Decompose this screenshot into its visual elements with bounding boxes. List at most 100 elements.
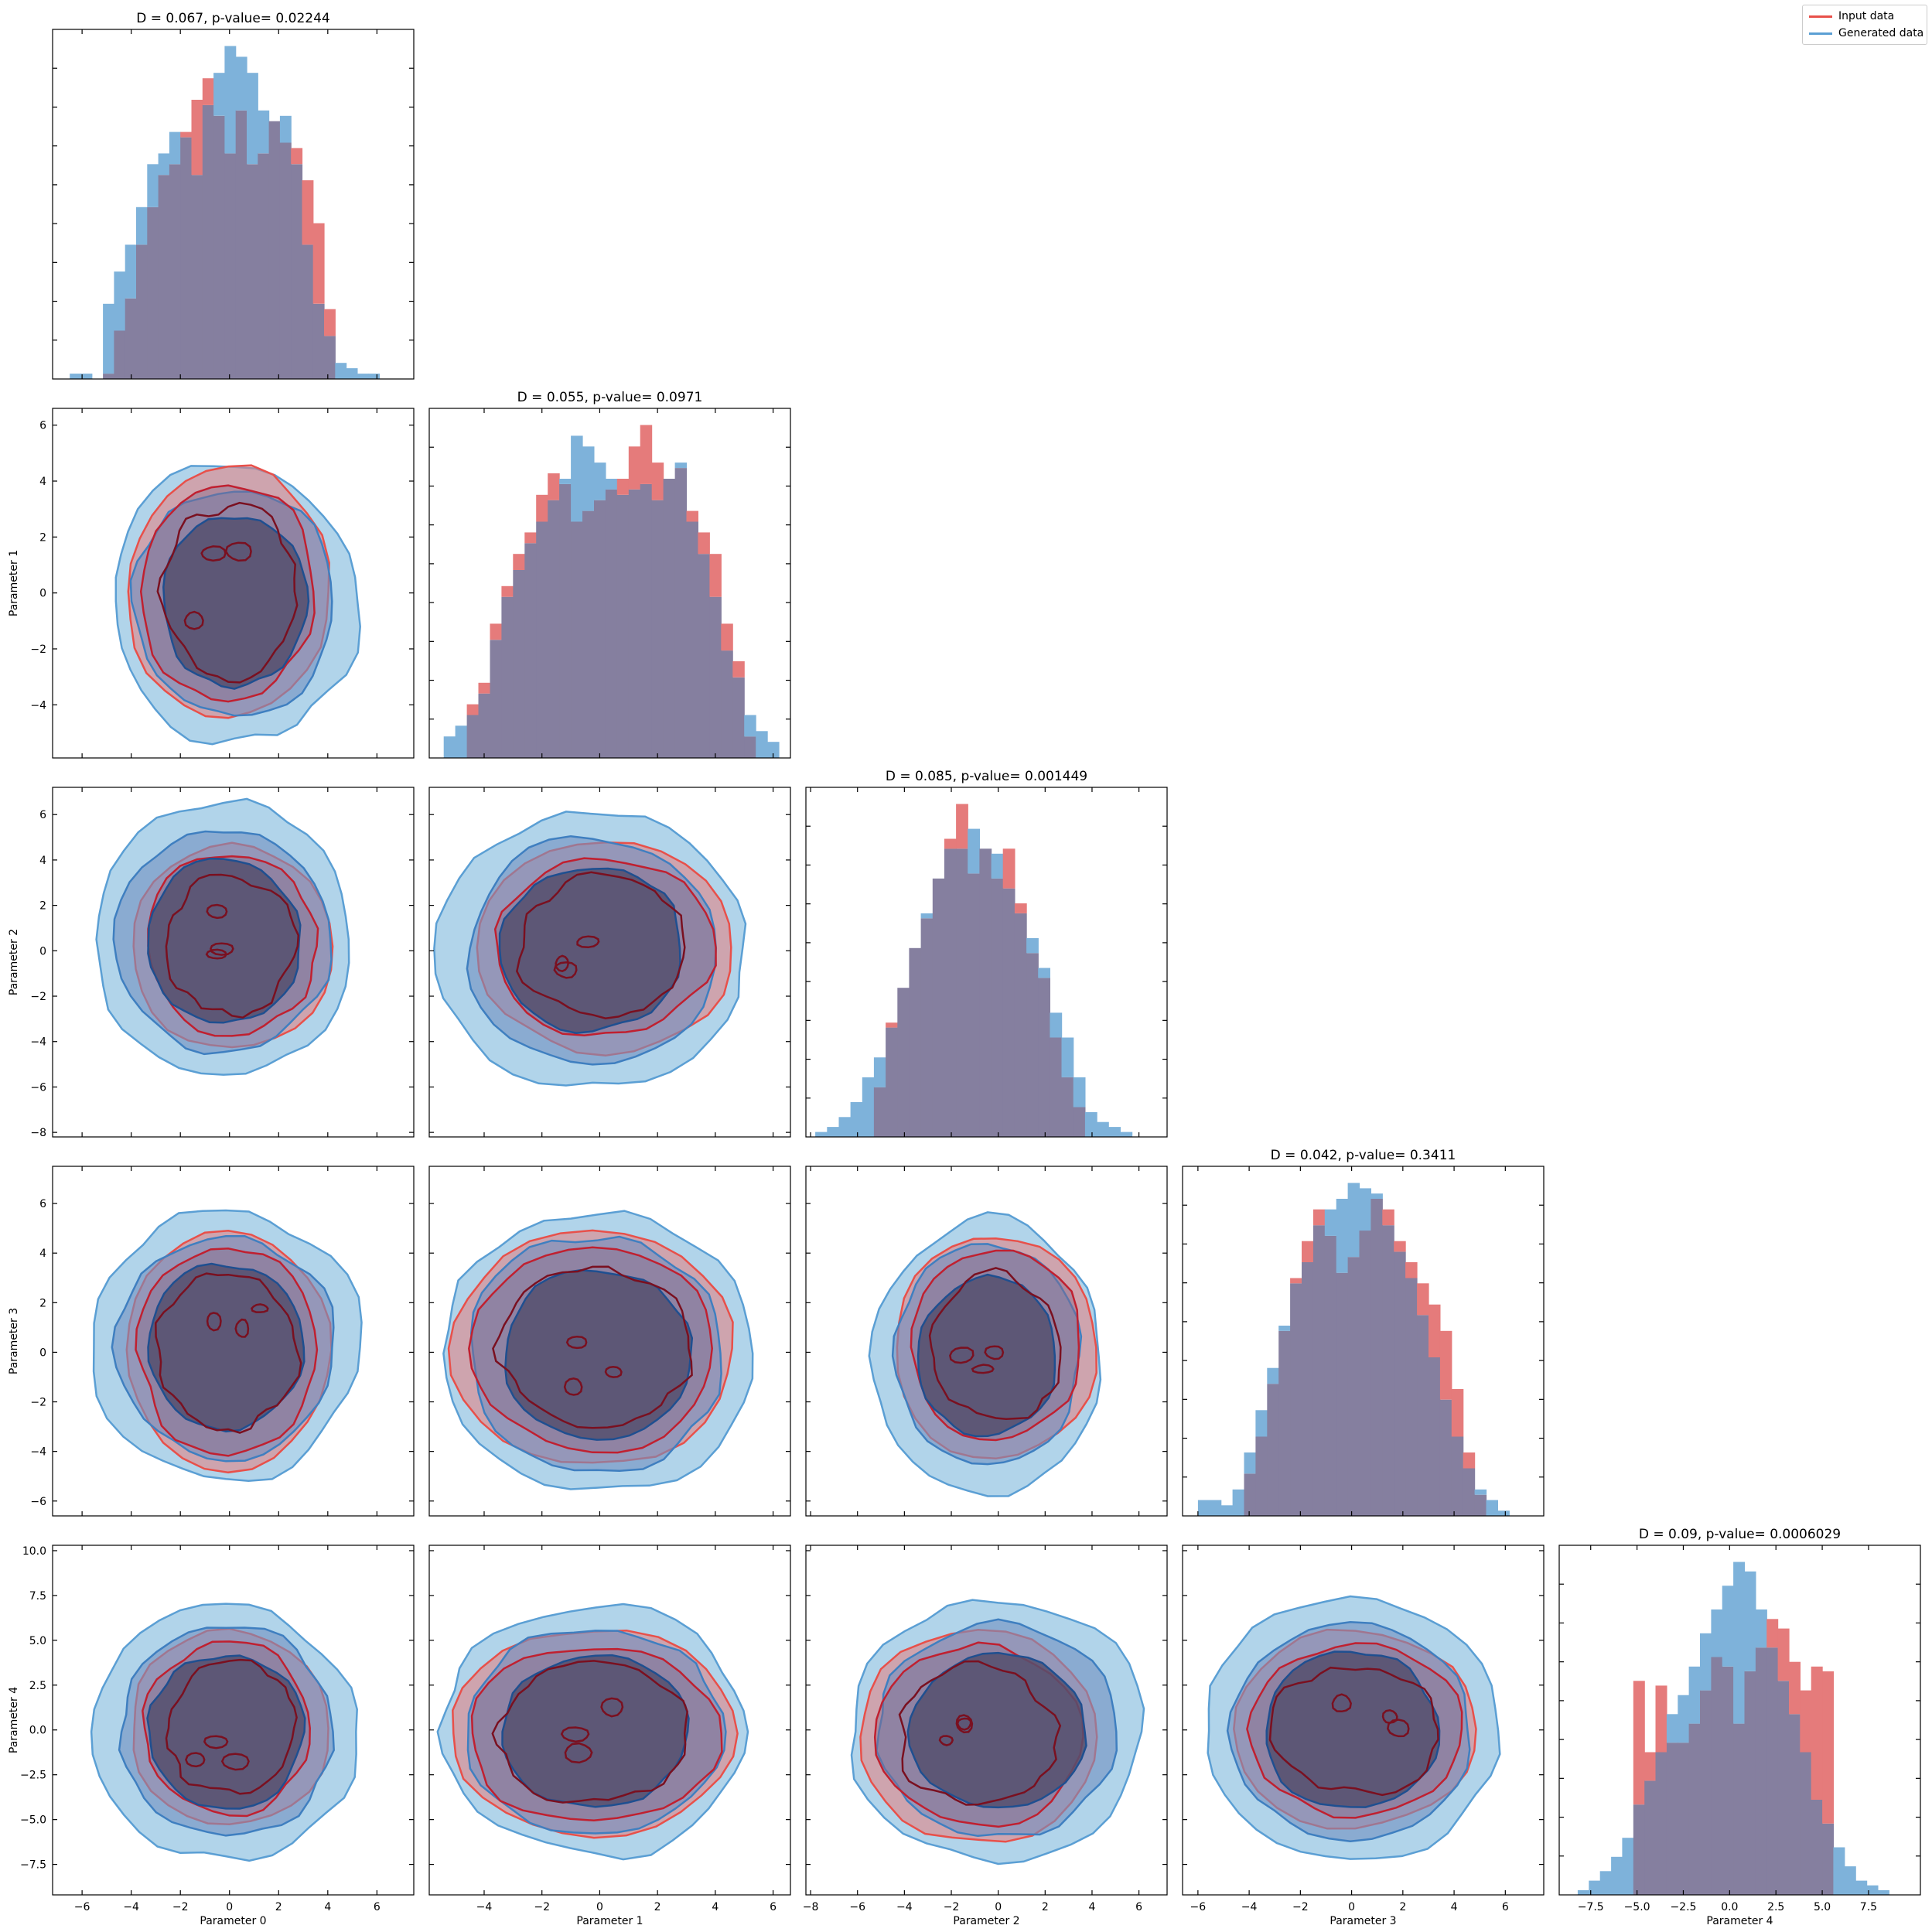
pair-panel-1-2 [428,787,791,1138]
contour-input-island [200,545,227,562]
hist-bar-input [478,682,490,694]
hist-bar-overlap [1644,1780,1657,1895]
pair-panel-0-4: −7.5 −5.0 −2.5 0.0 2.5 5.0 7.5 10.0 Parameter 4 −… [8,1545,415,1927]
x-tick-label: 0.0 [1721,1901,1738,1913]
hist-bar-overlap [213,115,225,379]
hist-bar-overlap [1255,1436,1268,1516]
hist-bar-input [1800,1690,1812,1753]
hist-bar-overlap [490,640,502,758]
hist-bar-overlap [744,736,756,758]
hist-bar-generated [850,1102,863,1137]
hist-bar-generated [147,164,159,207]
hist-bar-generated [158,153,170,176]
hist-bar-generated [862,1077,875,1137]
hist-bar-input [1451,1389,1464,1437]
hist-bar-overlap [169,164,181,379]
pair-panel-1-4: −4 −2 0 2 4 6 Parameter 1 [428,1545,791,1927]
x-tick-label: 4 [712,1901,719,1913]
hist-bar-input [191,100,203,176]
x-tick-label: −6 [849,1901,865,1913]
x-tick-label: 0 [1348,1901,1355,1913]
contour-generated-inner [504,1269,694,1441]
legend: Input data Generated data [1802,5,1927,45]
x-tick-label: −4 [1241,1901,1258,1913]
hist-bar-generated [247,73,258,165]
hist-bar-overlap [279,142,292,379]
hist-bar-overlap [944,848,957,1137]
hist-bar-overlap [698,554,710,758]
hist-bar-input [1405,1262,1418,1278]
pair-panel-0-1: −4 −2 0 2 4 6 Parameter 1 [8,408,415,759]
hist-bar-overlap [1711,1657,1723,1895]
pair-panel-2-4: −8 −6 −4 −2 0 2 4 6 Parameter 2 [803,1545,1168,1927]
hist-bar-generated [1666,1714,1678,1743]
contour-input-island [560,1726,590,1743]
contour-input-island [949,1347,975,1364]
axes-frame [428,1166,791,1517]
x-tick-label: −8 [803,1901,819,1913]
contour-input-island [576,935,600,949]
hist-bar-overlap [1370,1199,1383,1516]
y-axis-label: Parameter 2 [8,929,20,995]
contour-input-island [971,1364,995,1374]
y-tick-label: 5.0 [29,1635,46,1647]
contour-input-inner [165,873,300,1019]
hist-bar-overlap [1733,1723,1746,1895]
hist-title-0: D = 0.067, p-value= 0.02244 [136,11,329,26]
hist-bar-generated [1611,1856,1623,1895]
hist-bar-generated [594,463,606,500]
x-tick-label: 0 [226,1901,233,1913]
x-tick-label: 6 [374,1901,381,1913]
x-tick-label: −4 [476,1901,493,1913]
contour-input-island [183,610,204,630]
axes-frame [805,787,1168,1138]
hist-bar-input [732,661,745,678]
contour-input-inner [492,1265,693,1429]
hist-bar-overlap [268,121,281,379]
hist-bar-input [536,494,548,522]
contour-input-island [553,961,578,979]
hist-bar-overlap [1382,1225,1394,1516]
hist-bar-generated [767,742,780,758]
hist-bar-overlap [1655,1752,1667,1895]
hist-bar-overlap [1474,1494,1487,1516]
y-tick-label: 0 [39,945,46,957]
hist-bar-generated [136,207,148,245]
hist-bar-generated [169,131,181,165]
hist-bar-input [180,131,193,138]
y-tick-label: −5.0 [20,1814,46,1827]
axes-frame [52,1545,415,1896]
contour-generated-inner [906,1651,1087,1809]
y-tick-label: 2 [39,531,46,544]
x-tick-label: −6 [74,1901,90,1913]
contour-input-island [220,1753,250,1771]
hist-panel-4: D = 0.09, p-value= 0.0006029 −7.5 −5.0 −2.5… [1558,1527,1921,1927]
hist-bar-overlap [224,153,237,379]
hist-bar-generated [1733,1562,1746,1724]
y-tick-label: 10.0 [22,1545,46,1558]
hist-bar-generated [1097,1121,1109,1137]
hist-bar-overlap [968,873,980,1137]
hist-bar-generated [125,244,137,299]
x-tick-label: −6 [1190,1901,1207,1913]
legend-item-input: Input data [1809,9,1894,24]
contour-input-island [563,1377,583,1396]
hist-bar-overlap [1678,1743,1690,1895]
contour-input-inner [165,1658,298,1795]
hist-bar-overlap [1666,1743,1678,1895]
hist-bar-overlap [1463,1468,1476,1516]
hist-title-2: D = 0.085, p-value= 0.001449 [886,769,1087,784]
hist-bar-generated [1073,1077,1086,1108]
contour-input-island [604,1366,623,1378]
hist-bar-generated [1844,1866,1856,1895]
axes-frame [1558,1545,1921,1896]
x-axis-label: Parameter 4 [1706,1915,1773,1927]
hist-bar-generated [103,303,114,374]
hist-bar-overlap [158,175,170,379]
hist-bar-input [1002,848,1015,889]
contour-input-inner [156,501,299,684]
hist-bar-overlap [536,521,548,758]
hist-bar-generated [224,46,237,154]
x-tick-label: 0 [995,1901,1002,1913]
hist-bar-generated [368,374,381,379]
